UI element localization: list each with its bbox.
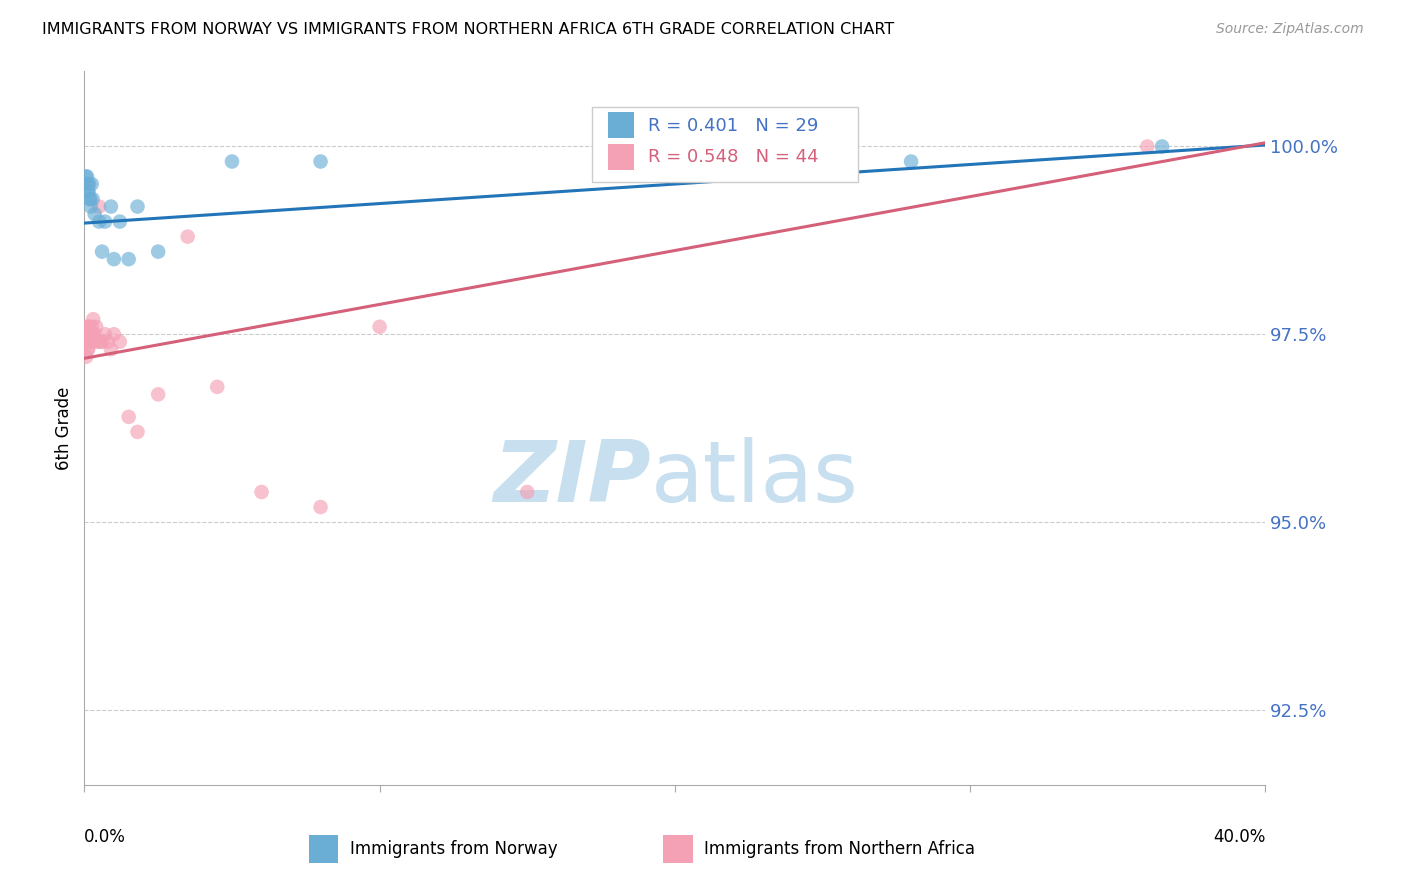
Point: [77, 319, 100, 334]
Point: [83, 207, 105, 221]
Point: [83, 327, 105, 342]
Point: [127, 200, 149, 214]
Point: [90, 334, 112, 349]
Point: [91, 334, 114, 349]
Point: [368, 319, 391, 334]
Point: [77, 319, 100, 334]
Point: [1136, 139, 1159, 153]
Point: [80, 319, 103, 334]
Point: [100, 343, 122, 357]
Point: [76, 327, 98, 342]
Point: [97, 334, 120, 349]
Y-axis label: 6th Grade: 6th Grade: [55, 386, 73, 470]
Point: [75, 350, 97, 364]
Point: [76, 177, 98, 191]
Point: [127, 425, 149, 439]
Point: [100, 200, 122, 214]
Text: Immigrants from Northern Africa: Immigrants from Northern Africa: [704, 840, 976, 858]
Point: [82, 312, 104, 326]
Point: [79, 327, 101, 342]
Point: [75, 177, 97, 191]
Point: [77, 185, 100, 199]
Point: [94, 214, 117, 228]
Point: [94, 327, 117, 342]
Text: R = 0.401   N = 29: R = 0.401 N = 29: [648, 118, 818, 136]
Point: [76, 319, 98, 334]
Point: [75, 327, 97, 342]
Point: [75, 334, 97, 349]
Text: 40.0%: 40.0%: [1213, 828, 1265, 846]
Text: IMMIGRANTS FROM NORWAY VS IMMIGRANTS FROM NORTHERN AFRICA 6TH GRADE CORRELATION : IMMIGRANTS FROM NORWAY VS IMMIGRANTS FRO…: [42, 22, 894, 37]
Point: [148, 387, 170, 401]
Point: [79, 192, 101, 206]
Point: [75, 169, 97, 184]
Point: [516, 485, 538, 500]
Bar: [309, 835, 339, 863]
Point: [1152, 139, 1174, 153]
Point: [80, 200, 103, 214]
Point: [309, 500, 332, 514]
Point: [309, 154, 332, 169]
Bar: [664, 835, 693, 863]
Point: [79, 192, 101, 206]
Point: [82, 192, 104, 206]
Point: [87, 200, 111, 214]
Text: R = 0.548   N = 44: R = 0.548 N = 44: [648, 148, 818, 166]
Point: [77, 334, 100, 349]
Point: [79, 334, 101, 349]
Point: [77, 185, 100, 199]
Point: [103, 252, 125, 267]
Point: [80, 334, 103, 349]
Point: [80, 177, 103, 191]
Point: [108, 334, 131, 349]
Point: [77, 343, 100, 357]
Text: atlas: atlas: [651, 436, 859, 520]
FancyBboxPatch shape: [592, 107, 858, 182]
Point: [118, 252, 141, 267]
Text: ZIP: ZIP: [494, 436, 651, 520]
Point: [103, 327, 125, 342]
Point: [76, 343, 98, 357]
Point: [900, 154, 922, 169]
Point: [108, 214, 131, 228]
Point: [250, 485, 273, 500]
Point: [76, 327, 98, 342]
Text: Source: ZipAtlas.com: Source: ZipAtlas.com: [1216, 22, 1364, 37]
Point: [91, 244, 114, 259]
Point: [221, 154, 243, 169]
Point: [207, 380, 229, 394]
Text: Immigrants from Norway: Immigrants from Norway: [350, 840, 558, 858]
Point: [148, 244, 170, 259]
Text: 0.0%: 0.0%: [84, 828, 127, 846]
Point: [83, 334, 105, 349]
Point: [77, 177, 100, 191]
Point: [76, 169, 98, 184]
Point: [118, 409, 141, 424]
Bar: [607, 145, 634, 169]
Point: [82, 327, 104, 342]
Point: [177, 229, 200, 244]
Point: [75, 334, 97, 349]
Point: [87, 214, 111, 228]
Point: [84, 319, 107, 334]
Point: [664, 154, 686, 169]
Point: [86, 334, 108, 349]
Bar: [607, 112, 634, 137]
